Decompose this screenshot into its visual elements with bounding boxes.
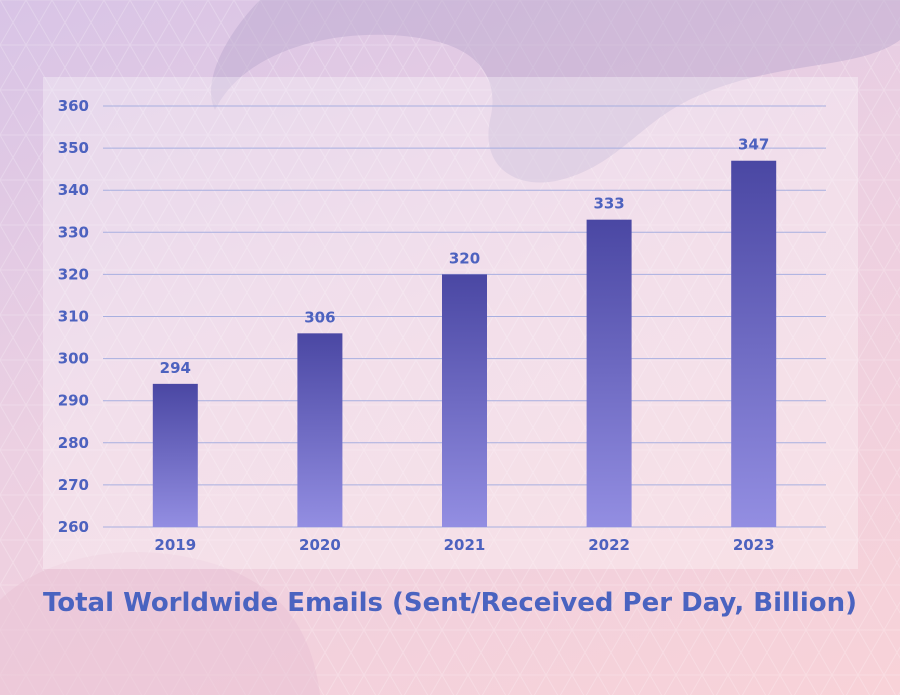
bar-2020 <box>297 333 343 527</box>
x-tick-label: 2022 <box>588 536 630 554</box>
data-label: 294 <box>160 359 191 377</box>
y-tick-label: 320 <box>58 265 89 283</box>
y-tick-label: 290 <box>58 392 89 410</box>
bar-2023 <box>731 160 777 528</box>
data-label: 333 <box>593 195 624 213</box>
x-axis-ticks: 2019 2020 2021 2022 2023 <box>154 536 774 554</box>
y-tick-label: 360 <box>58 97 89 115</box>
x-tick-label: 2023 <box>733 536 775 554</box>
bar-2021 <box>442 274 487 527</box>
bar-2019 <box>152 383 198 527</box>
y-tick-label: 270 <box>58 476 89 494</box>
bar-2022 <box>586 219 632 528</box>
y-tick-label: 350 <box>58 139 89 157</box>
bars <box>152 160 777 528</box>
x-tick-label: 2021 <box>444 536 486 554</box>
data-labels: 294 306 320 333 347 <box>160 136 770 377</box>
x-tick-label: 2020 <box>299 536 341 554</box>
data-label: 320 <box>449 249 480 267</box>
y-tick-label: 280 <box>58 434 89 452</box>
chart-title: Total Worldwide Emails (Sent/Received Pe… <box>42 588 858 618</box>
y-tick-label: 340 <box>58 181 89 199</box>
y-tick-label: 330 <box>58 223 89 241</box>
y-tick-label: 310 <box>58 308 89 326</box>
y-tick-label: 300 <box>58 350 89 368</box>
data-label: 347 <box>738 136 769 154</box>
y-axis-ticks: 260 270 280 290 300 310 320 330 340 350 360 <box>58 97 89 536</box>
x-tick-label: 2019 <box>154 536 196 554</box>
data-label: 306 <box>304 308 335 326</box>
y-tick-label: 260 <box>58 518 89 536</box>
